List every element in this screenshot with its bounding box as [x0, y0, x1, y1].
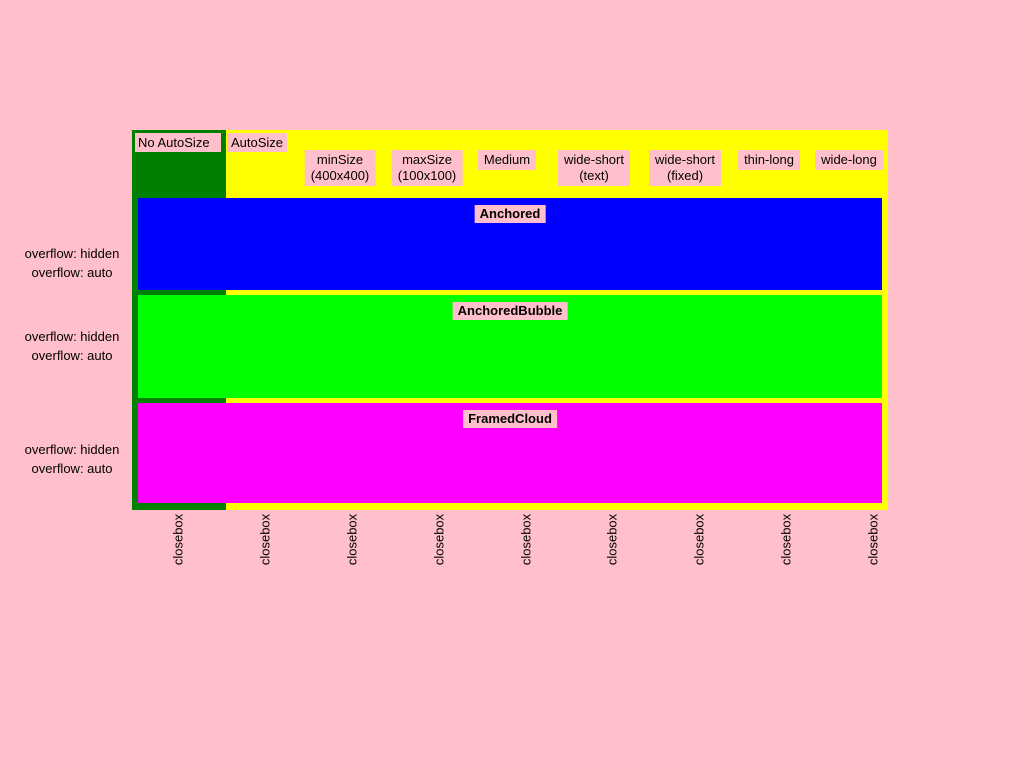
- anchoredbubble-row: AnchoredBubble: [138, 295, 882, 398]
- anchoredbubble-row-title: AnchoredBubble: [452, 302, 568, 320]
- column-header-thin-long: thin-long: [738, 150, 800, 170]
- column-header-wide-short-fixed: wide-short (fixed): [649, 150, 721, 186]
- column-header-minsize: minSize (400x400): [304, 150, 376, 186]
- column-header-wide-long: wide-long: [815, 150, 883, 170]
- closebox-label: closebox: [170, 513, 186, 566]
- closebox-label: closebox: [344, 513, 360, 566]
- overflow-labels-anchored: overflow: hidden overflow: auto: [16, 244, 128, 282]
- overflow-hidden-label: overflow: hidden: [24, 442, 120, 457]
- closebox-label: closebox: [604, 513, 620, 566]
- closebox-label: closebox: [518, 513, 534, 566]
- closebox-label: closebox: [257, 513, 273, 566]
- column-header-medium: Medium: [477, 150, 537, 170]
- column-header-maxsize: maxSize (100x100): [391, 150, 463, 186]
- no-autosize-label: No AutoSize: [135, 133, 221, 152]
- autosize-label: AutoSize: [227, 133, 288, 152]
- overflow-labels-anchoredbubble: overflow: hidden overflow: auto: [16, 327, 128, 365]
- overflow-hidden-label: overflow: hidden: [24, 329, 120, 344]
- closebox-label: closebox: [691, 513, 707, 566]
- closebox-label: closebox: [865, 513, 881, 566]
- overflow-auto-label: overflow: auto: [31, 265, 113, 280]
- closebox-label: closebox: [431, 513, 447, 566]
- overflow-auto-label: overflow: auto: [31, 348, 113, 363]
- anchored-row-title: Anchored: [474, 205, 546, 223]
- overflow-hidden-label: overflow: hidden: [24, 246, 120, 261]
- framedcloud-row: FramedCloud: [138, 403, 882, 503]
- overflow-auto-label: overflow: auto: [31, 461, 113, 476]
- closebox-label: closebox: [778, 513, 794, 566]
- framedcloud-row-title: FramedCloud: [463, 410, 557, 428]
- anchored-row: Anchored: [138, 198, 882, 290]
- column-header-wide-short-text: wide-short (text): [558, 150, 630, 186]
- overflow-labels-framedcloud: overflow: hidden overflow: auto: [16, 440, 128, 478]
